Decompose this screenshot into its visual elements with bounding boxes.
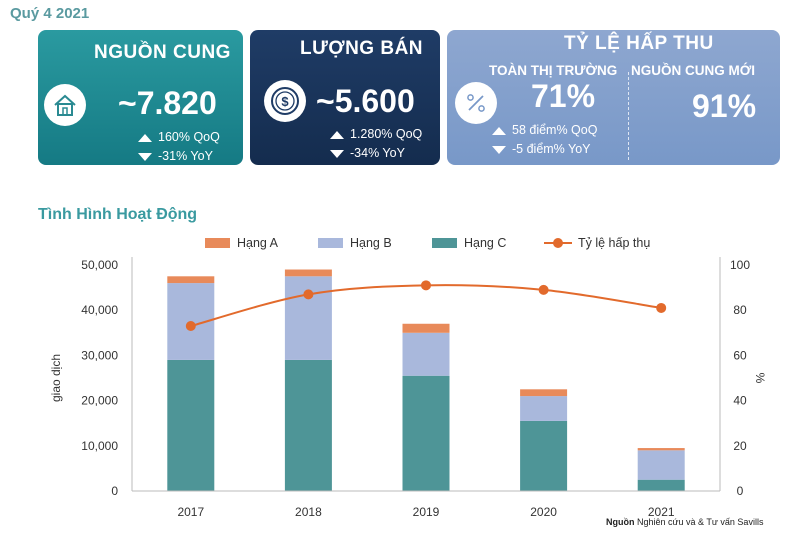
bar-grade-c (637, 479, 685, 491)
arrow-down-icon (138, 152, 152, 161)
source-note: Nguồn Nghiên cứu và & Tư vấn Savills (606, 517, 764, 527)
absorption-line-group (185, 280, 667, 332)
market-label: TOÀN THỊ TRƯỜNG (489, 63, 618, 78)
sales-change-qoq: 1.280% QoQ (330, 127, 422, 141)
y2-tick-label: 60 (733, 348, 747, 362)
x-tick-label: 2017 (177, 505, 204, 519)
legend-label: Hạng C (464, 236, 506, 250)
legend-swatch (205, 238, 230, 248)
axis-titles: giao dịch% (49, 354, 767, 402)
legend-swatch (432, 238, 457, 248)
bar-grade-a (637, 448, 685, 451)
bar-grade-b (637, 450, 685, 480)
bar-grade-c (284, 359, 332, 491)
section-title: Tình Hình Hoạt Động (38, 206, 198, 223)
y2-tick-label: 40 (733, 394, 747, 408)
x-tick-label: 2018 (295, 505, 322, 519)
y-axis-title: giao dịch (49, 354, 63, 402)
house-icon (44, 84, 86, 126)
absorption-change-yoy: -5 điểm% YoY (492, 142, 591, 156)
legend-label: Tỷ lệ hấp thụ (578, 236, 650, 250)
supply-change-qoq: 160% QoQ (138, 130, 220, 144)
bar-grade-a (402, 323, 450, 333)
y2-tick-label: 80 (733, 303, 747, 317)
performance-chart: Hạng A Hạng B Hạng C Tỷ lệ hấp thụ 0 10,000 2… (49, 236, 767, 519)
market-value: 71% (531, 78, 596, 114)
sales-card: LƯỢNG BÁN $ ~5.600 1.280% QoQ -34% YoY (250, 30, 440, 165)
y-tick-label: 50,000 (81, 258, 118, 272)
svg-text:$: $ (281, 94, 289, 109)
bar-grade-b (284, 276, 332, 360)
supply-value: ~7.820 (118, 85, 217, 121)
arrow-down-icon (330, 149, 344, 158)
legend-label: Hạng A (237, 236, 279, 250)
absorption-change-qoq: 58 điểm% QoQ (492, 123, 597, 137)
dollar-coin-icon: $ (264, 80, 306, 122)
y-tick-label: 40,000 (81, 303, 118, 317)
arrow-up-icon (138, 133, 152, 142)
supply-change-yoy: -31% YoY (138, 149, 213, 163)
supply-title: NGUỒN CUNG (94, 42, 231, 63)
bar-grade-c (402, 375, 450, 491)
sales-title: LƯỢNG BÁN (300, 38, 424, 59)
absorption-point (421, 280, 431, 291)
bars (167, 269, 685, 491)
chart-legend: Hạng A Hạng B Hạng C Tỷ lệ hấp thụ (205, 236, 650, 250)
absorption-point (538, 284, 549, 295)
y2-tick-label: 0 (737, 484, 744, 498)
card-divider (628, 72, 629, 160)
arrow-up-icon (330, 130, 344, 139)
percent-icon (455, 82, 497, 124)
absorption-title: TỶ LỆ HẤP THU (564, 33, 714, 54)
arrow-up-icon (492, 126, 506, 135)
x-tick-label: 2019 (413, 505, 440, 519)
bar-grade-a (520, 389, 568, 397)
y2-tick-label: 20 (733, 439, 747, 453)
y-tick-label: 0 (111, 484, 118, 498)
sales-value: ~5.600 (316, 83, 415, 119)
arrow-down-icon (492, 145, 506, 154)
y-tick-label: 30,000 (81, 348, 118, 362)
y-tick-label: 20,000 (81, 394, 118, 408)
sales-change-yoy: -34% YoY (330, 146, 405, 160)
x-axis: 2017 2018 2019 2020 2021 (132, 490, 720, 519)
bar-grade-b (520, 396, 568, 421)
absorption-point (185, 321, 196, 332)
bar-grade-a (284, 269, 332, 277)
bar-grade-b (402, 332, 450, 376)
bar-grade-c (520, 420, 568, 491)
absorption-point (656, 302, 667, 313)
x-tick-label: 2021 (648, 505, 675, 519)
legend-swatch (318, 238, 343, 248)
bar-grade-c (167, 359, 215, 491)
new-supply-label: NGUỒN CUNG MỚI (631, 63, 756, 78)
absorption-line (190, 284, 662, 327)
legend-label: Hạng B (350, 236, 392, 250)
legend-line-marker (553, 238, 563, 248)
new-supply-value: 91% (692, 88, 757, 124)
y-axis-right: 0 20 40 60 80 100 (719, 257, 750, 498)
supply-card: NGUỒN CUNG ~7.820 160% QoQ -31% YoY (38, 30, 243, 165)
bar-grade-a (167, 276, 215, 284)
y-axis-left: 0 10,000 20,000 30,000 40,000 50,000 (81, 257, 133, 498)
y2-tick-label: 100 (730, 258, 750, 272)
absorption-card: TỶ LỆ HẤP THU TOÀN THỊ TRƯỜNG NGUỒN CUNG… (447, 30, 780, 165)
absorption-point (303, 289, 314, 300)
x-tick-label: 2020 (530, 505, 557, 519)
y2-axis-title: % (753, 373, 767, 384)
quarter-label: Quý 4 2021 (10, 5, 90, 22)
y-tick-label: 10,000 (81, 439, 118, 453)
